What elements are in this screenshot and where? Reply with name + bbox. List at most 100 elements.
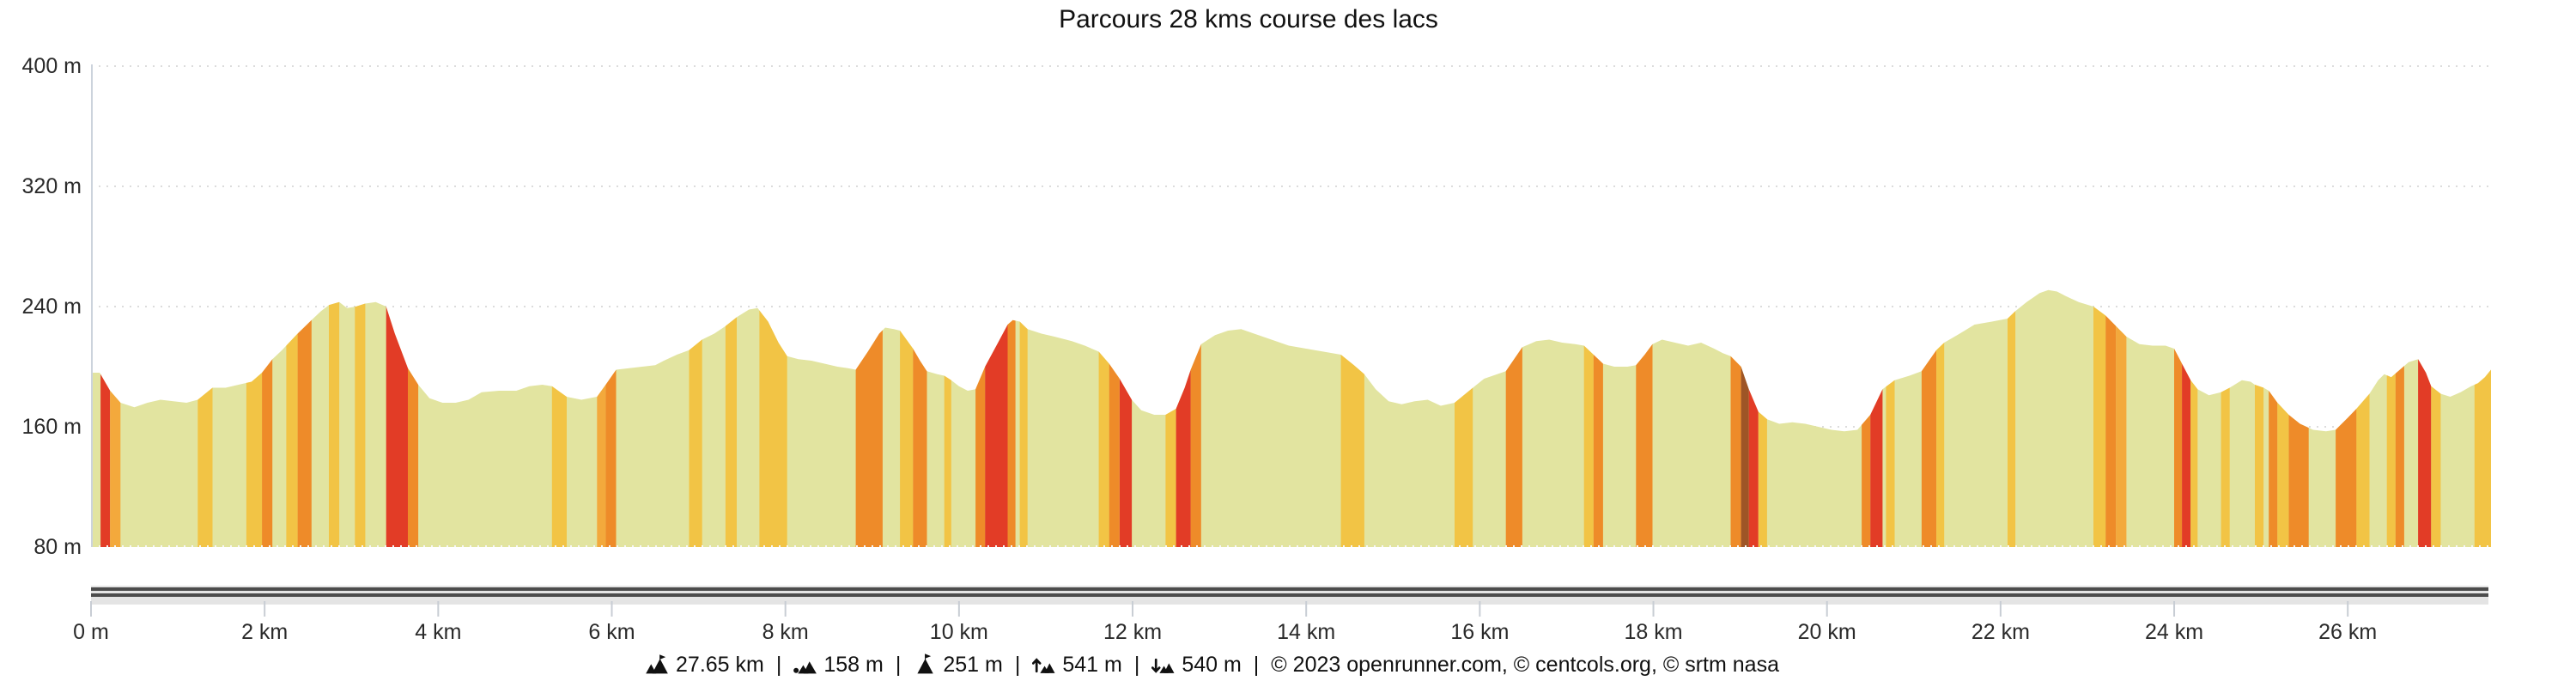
x-axis-label-0km: 0 m bbox=[73, 620, 109, 644]
gradient-stripe-red bbox=[1119, 289, 1133, 547]
route-stat: 540 m bbox=[1151, 653, 1242, 678]
y-axis-label-80m: 80 m bbox=[33, 535, 82, 559]
mountain-descent-icon bbox=[1151, 654, 1175, 677]
gradient-stripe-orange bbox=[2395, 289, 2404, 547]
gradient-stripe-orange bbox=[1190, 289, 1201, 547]
scrollbar-line-top bbox=[91, 587, 2488, 591]
gradient-stripes bbox=[100, 289, 2491, 547]
gradient-stripe-red bbox=[100, 289, 111, 547]
gradient-stripe-yellow bbox=[551, 289, 567, 547]
gradient-stripe-yellow bbox=[2474, 289, 2491, 547]
stat-separator: | bbox=[1253, 653, 1260, 677]
route-stat: 251 m bbox=[913, 653, 1003, 678]
x-axis-label-26km: 26 km bbox=[2318, 620, 2377, 644]
gradient-stripe-red bbox=[2418, 289, 2432, 547]
gradient-stripe-orange bbox=[2288, 289, 2309, 547]
gradient-stripe-orange_light bbox=[597, 289, 606, 547]
mountain-distance-icon bbox=[646, 654, 669, 677]
gradient-stripe-orange bbox=[1862, 289, 1871, 547]
gradient-stripe-yellow bbox=[2008, 289, 2016, 547]
y-axis-label-240m: 240 m bbox=[22, 295, 82, 319]
chart-title: Parcours 28 kms course des lacs bbox=[1059, 5, 1438, 33]
gradient-stripe-orange bbox=[2174, 289, 2183, 547]
gradient-stripe-orange bbox=[2269, 289, 2278, 547]
stat-separator: | bbox=[895, 653, 902, 677]
gradient-stripe-orange bbox=[605, 289, 617, 547]
route-stat-value: 541 m bbox=[1062, 653, 1122, 677]
gradient-stripe-yellow bbox=[725, 289, 737, 547]
gradient-stripe-orange bbox=[1921, 289, 1937, 547]
gradient-stripe-orange bbox=[262, 289, 273, 547]
route-stat-value: 27.65 km bbox=[676, 653, 764, 677]
gradient-stripe-brown bbox=[1741, 289, 1749, 547]
route-stat: 27.65 km bbox=[646, 653, 764, 678]
gradient-stripe-red bbox=[985, 289, 1008, 547]
gradient-stripe-orange bbox=[1730, 289, 1741, 547]
gradient-stripe-orange bbox=[1636, 289, 1653, 547]
gradient-stripe-red bbox=[1748, 289, 1759, 547]
x-axis-label-14km: 14 km bbox=[1277, 620, 1335, 644]
scrollbar-line-bottom bbox=[91, 593, 2488, 597]
gradient-stripe-yellow bbox=[197, 289, 213, 547]
gradient-stripe-yellow bbox=[2277, 289, 2289, 547]
gradient-stripe-orange bbox=[855, 289, 883, 547]
gradient-stripe-yellow bbox=[2356, 289, 2370, 547]
route-stat-value: 540 m bbox=[1182, 653, 1242, 677]
gradient-stripe-yellow bbox=[2221, 289, 2230, 547]
gradient-stripe-orange bbox=[1007, 289, 1016, 547]
stat-separator: | bbox=[775, 653, 782, 677]
gradient-stripe-yellow bbox=[1455, 289, 1473, 547]
x-axis-label-22km: 22 km bbox=[1971, 620, 2030, 644]
gradient-stripe-orange bbox=[913, 289, 927, 547]
gradient-stripe-red bbox=[2182, 289, 2191, 547]
gradient-stripe-red bbox=[1870, 289, 1883, 547]
gradient-stripe-yellow bbox=[329, 289, 340, 547]
route-stat: 158 m bbox=[793, 653, 884, 678]
gradient-stripe-yellow bbox=[1758, 289, 1767, 547]
gradient-stripe-orange bbox=[1505, 289, 1522, 547]
gradient-stripe-orange bbox=[297, 289, 312, 547]
gradient-stripe-orange bbox=[1593, 289, 1603, 547]
gradient-stripe-orange bbox=[2336, 289, 2357, 547]
route-stat-value: 158 m bbox=[823, 653, 884, 677]
x-axis-label-4km: 4 km bbox=[415, 620, 461, 644]
mountain-max-elevation-icon bbox=[913, 654, 936, 677]
mountain-min-elevation-icon bbox=[793, 654, 817, 677]
gradient-stripe-yellow bbox=[1583, 289, 1594, 547]
gradient-stripe-red bbox=[386, 289, 408, 547]
x-axis-label-24km: 24 km bbox=[2145, 620, 2203, 644]
gradient-stripe-yellow bbox=[944, 289, 951, 547]
x-axis-label-10km: 10 km bbox=[930, 620, 988, 644]
gradient-stripe-yellow bbox=[286, 289, 298, 547]
gradient-stripe-yellow bbox=[1936, 289, 1945, 547]
route-stat: 541 m bbox=[1032, 653, 1122, 678]
gradient-stripe-orange_light bbox=[2116, 289, 2127, 547]
gradient-stripe-yellow bbox=[246, 289, 263, 547]
gradient-stripe-yellow bbox=[2431, 289, 2441, 547]
elevation-area[interactable] bbox=[91, 289, 2491, 547]
gradient-stripe-yellow bbox=[2386, 289, 2396, 547]
y-axis-label-400m: 400 m bbox=[22, 54, 82, 78]
route-stat-value: 251 m bbox=[943, 653, 1003, 677]
gradient-stripe-yellow bbox=[1886, 289, 1895, 547]
copyright-attribution: © 2023 openrunner.com, © centcols.org, ©… bbox=[1271, 653, 1779, 677]
gradient-stripe-orange_light bbox=[110, 289, 121, 547]
gradient-stripe-yellow bbox=[1098, 289, 1109, 547]
gradient-stripe-yellow bbox=[1165, 289, 1176, 547]
stat-separator: | bbox=[1014, 653, 1021, 677]
x-axis-label-6km: 6 km bbox=[588, 620, 635, 644]
x-axis-label-18km: 18 km bbox=[1624, 620, 1682, 644]
gradient-stripe-red bbox=[1176, 289, 1191, 547]
x-axis-label-2km: 2 km bbox=[241, 620, 288, 644]
y-axis-label-320m: 320 m bbox=[22, 174, 82, 198]
x-axis-label-16km: 16 km bbox=[1450, 620, 1509, 644]
mountain-ascent-icon bbox=[1032, 654, 1055, 677]
stat-separator: | bbox=[1133, 653, 1140, 677]
gradient-stripe-yellow bbox=[759, 289, 787, 547]
gradient-stripe-yellow bbox=[1340, 289, 1364, 547]
x-axis-label-8km: 8 km bbox=[762, 620, 809, 644]
gradient-stripe-yellow bbox=[689, 289, 702, 547]
route-stats-footer: 27.65 km | 158 m | 251 m | 541 m | 540 m | © 2023 … bbox=[646, 653, 1779, 678]
